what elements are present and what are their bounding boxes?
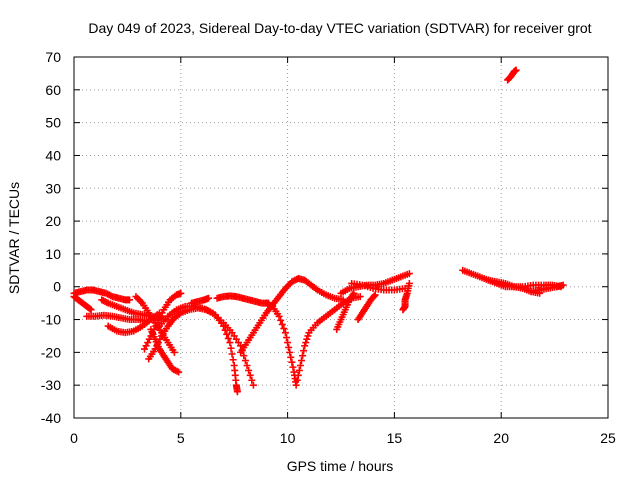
plot-frame [73, 56, 609, 419]
data-point [280, 325, 288, 333]
y-tick-label: -10 [41, 312, 61, 328]
data-point [248, 376, 256, 384]
y-tick-labels: -40 -30 -20 -10 0 10 20 30 40 50 60 70 [41, 49, 61, 426]
data-point [205, 294, 213, 302]
series-arc-14 [262, 293, 364, 389]
series-arc-15 [333, 289, 358, 333]
y-tick-label: 20 [45, 213, 61, 229]
axis-ticks [73, 56, 609, 419]
data-point [278, 320, 286, 328]
y-tick-label: -20 [41, 344, 61, 360]
data-point [241, 357, 249, 365]
data-point [87, 306, 95, 314]
data-point [405, 270, 413, 278]
data-point [275, 312, 283, 320]
series-arc-12 [213, 292, 272, 307]
y-tick-label: 40 [45, 147, 61, 163]
data-point [302, 339, 310, 347]
series-arc-13 [237, 275, 347, 356]
y-tick-label: 0 [53, 279, 61, 295]
series-arc-23 [504, 66, 520, 84]
y-tick-label: 70 [45, 49, 61, 65]
series-arc-19 [399, 279, 413, 314]
y-tick-label: 50 [45, 115, 61, 131]
data-point [370, 292, 378, 300]
y-tick-label: 60 [45, 82, 61, 98]
series-arc-5 [104, 309, 163, 337]
y-tick-label: -30 [41, 377, 61, 393]
data-point [224, 334, 232, 342]
data-point [294, 371, 302, 379]
series-arc-22 [527, 281, 567, 296]
series-arc-3 [83, 311, 151, 325]
data-point [371, 291, 379, 299]
series-arc-7 [140, 289, 185, 353]
data-point [295, 366, 303, 374]
data-point [245, 366, 253, 374]
data-point [226, 339, 234, 347]
data-point [297, 357, 305, 365]
data-point [303, 335, 311, 343]
x-tick-label: 20 [493, 430, 509, 446]
series-arc-10 [155, 302, 257, 389]
y-tick-label: -40 [41, 410, 61, 426]
x-tick-labels: 0 5 10 15 20 25 [70, 430, 616, 446]
x-tick-label: 15 [387, 430, 403, 446]
y-tick-label: 10 [45, 246, 61, 262]
data-point [246, 371, 254, 379]
x-tick-label: 25 [600, 430, 616, 446]
data-point [287, 353, 295, 361]
data-point [356, 293, 364, 301]
x-tick-label: 0 [70, 430, 78, 446]
data-point [170, 348, 178, 356]
data-point [233, 388, 241, 396]
data-point [227, 344, 235, 352]
data-point [292, 381, 300, 389]
series-arc-18 [348, 279, 409, 294]
data-point [512, 66, 520, 74]
data-point [288, 358, 296, 366]
data-point [304, 332, 312, 340]
series-arc-2 [70, 293, 95, 314]
data-point [286, 348, 294, 356]
data-point [300, 347, 308, 355]
data-point [285, 343, 293, 351]
data-point [293, 376, 301, 384]
data-point [86, 305, 94, 313]
data-points [70, 66, 567, 396]
data-point [296, 361, 304, 369]
data-point [175, 368, 183, 376]
data-point [249, 381, 257, 389]
chart-title: Day 049 of 2023, Sidereal Day-to-day VTE… [88, 20, 591, 36]
data-point [240, 352, 248, 360]
x-axis-label: GPS time / hours [287, 458, 394, 474]
series-arc-11 [187, 294, 213, 307]
x-tick-label: 10 [280, 430, 296, 446]
data-point [228, 350, 236, 358]
data-point [281, 329, 289, 337]
data-point [299, 352, 307, 360]
data-point [223, 330, 231, 338]
y-axis-label: SDTVAR / TECUs [6, 182, 22, 294]
data-point [283, 334, 291, 342]
data-point [284, 339, 292, 347]
data-point [399, 306, 407, 314]
data-point [243, 361, 251, 369]
data-point [301, 342, 309, 350]
data-point [177, 289, 185, 297]
x-tick-label: 5 [177, 430, 185, 446]
data-point [559, 281, 567, 289]
y-tick-label: 30 [45, 180, 61, 196]
data-point [289, 363, 297, 371]
data-point [229, 356, 237, 364]
series-arc-17 [354, 291, 379, 324]
data-point [126, 296, 134, 304]
data-point [277, 316, 285, 324]
